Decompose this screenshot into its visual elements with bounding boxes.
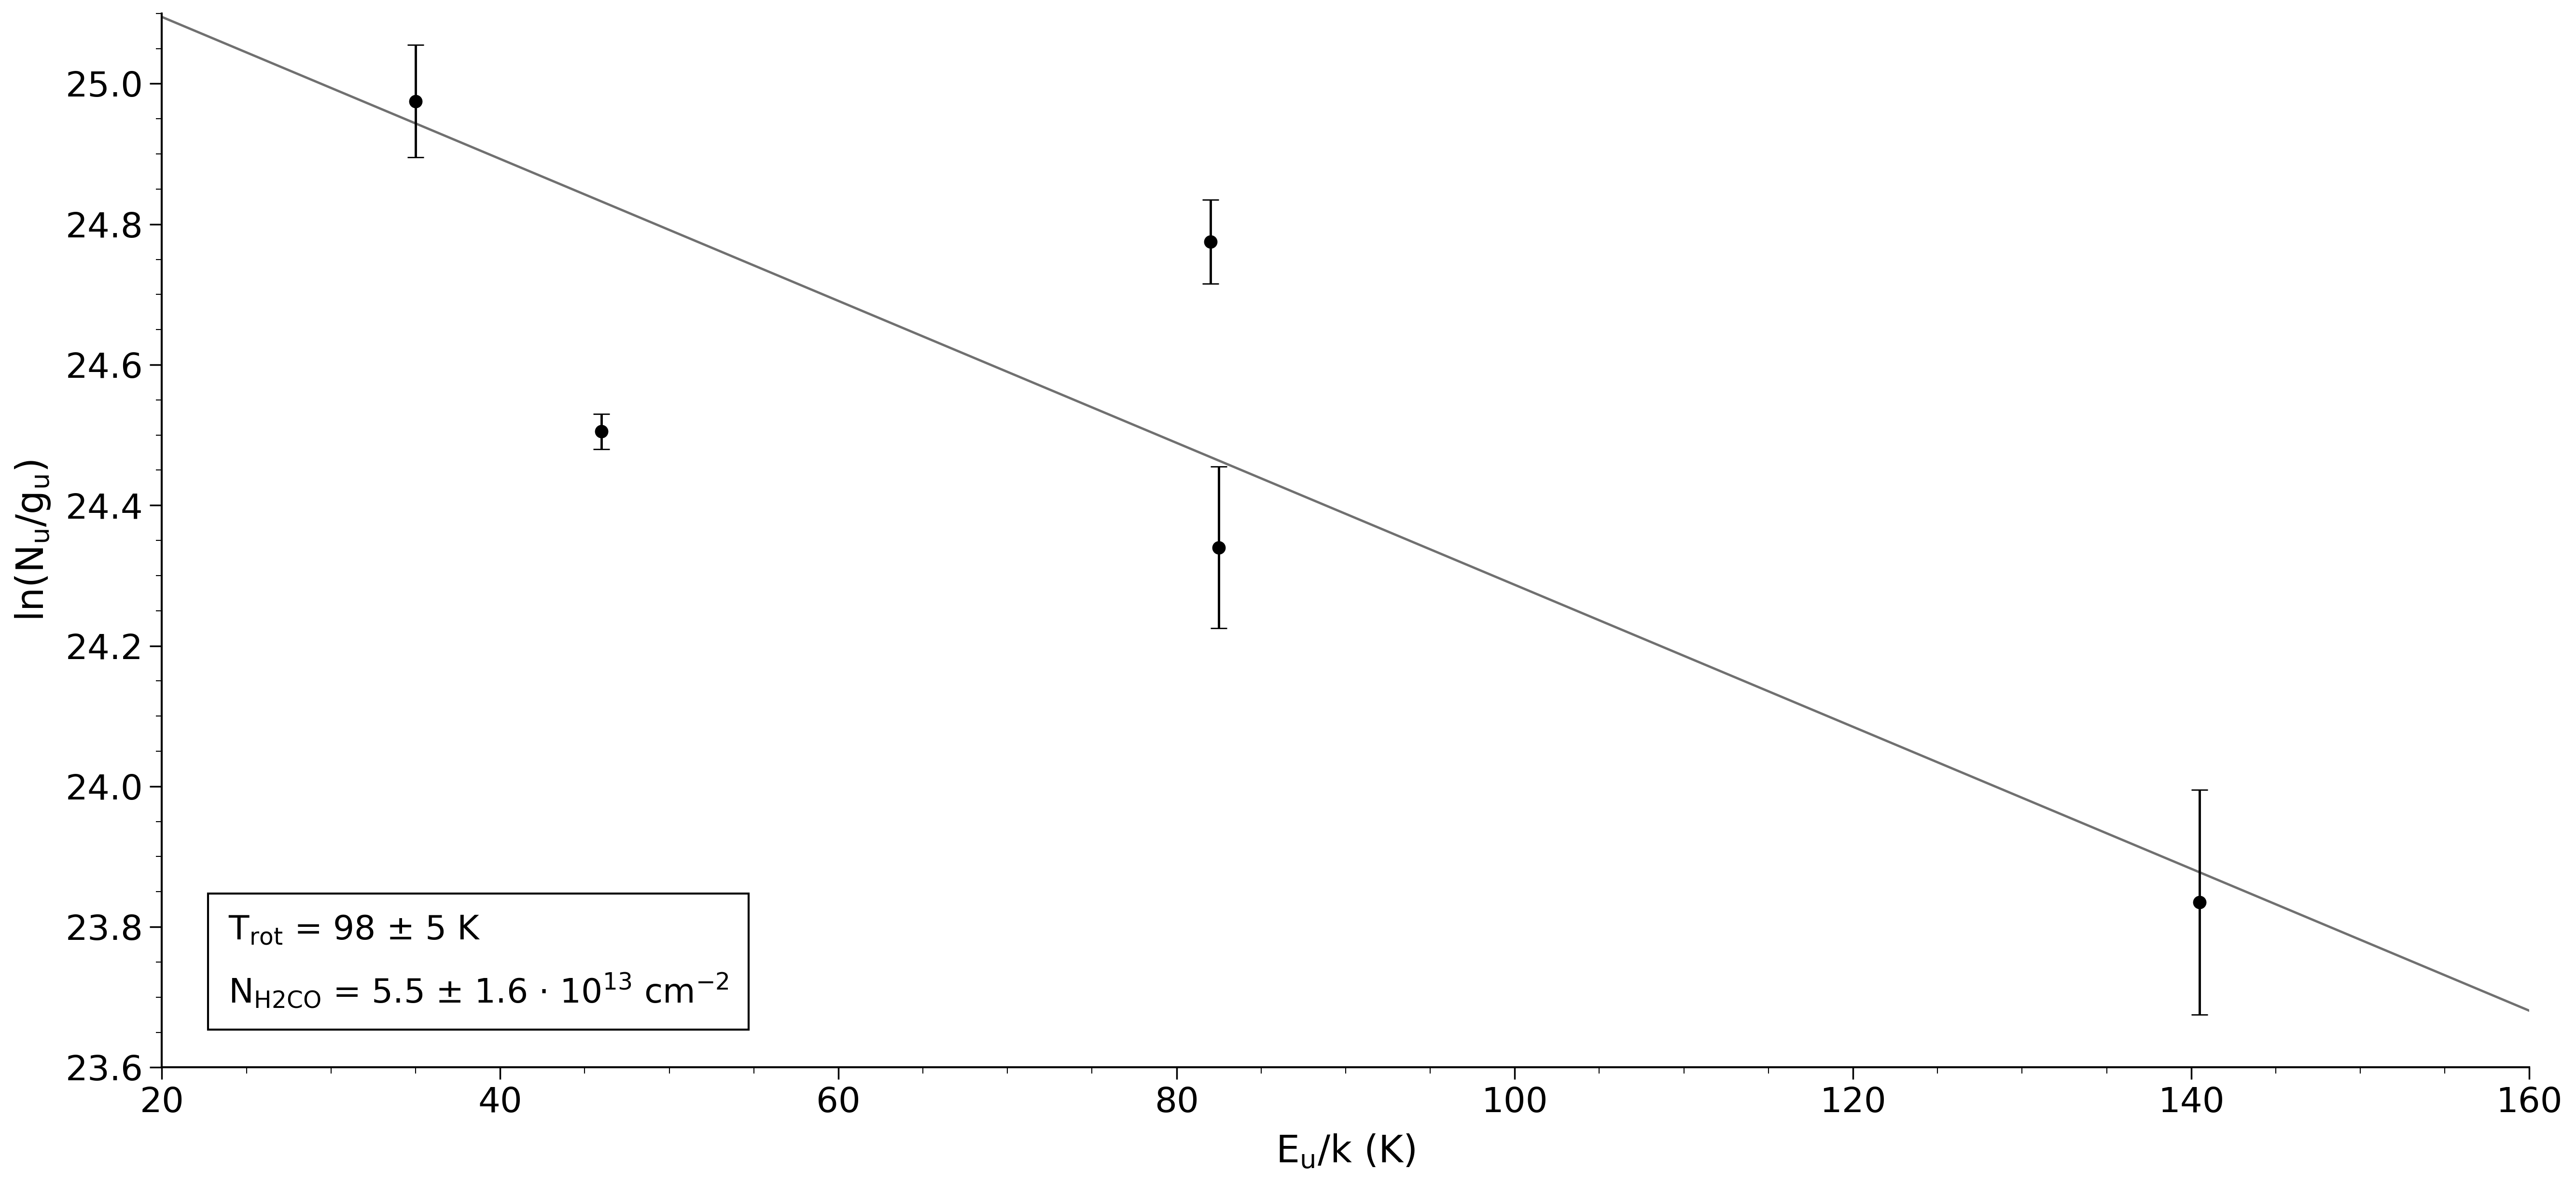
Text: T$_\mathrm{rot}$ = 98 $\pm$ 5 K
N$_\mathrm{H2CO}$ = 5.5 $\pm$ 1.6 $\cdot$ 10$^{1: T$_\mathrm{rot}$ = 98 $\pm$ 5 K N$_\math…: [229, 914, 729, 1010]
Y-axis label: ln(N$_\mathrm{u}$/g$_\mathrm{u}$): ln(N$_\mathrm{u}$/g$_\mathrm{u}$): [13, 459, 52, 622]
X-axis label: E$_\mathrm{u}$/k (K): E$_\mathrm{u}$/k (K): [1275, 1133, 1414, 1171]
